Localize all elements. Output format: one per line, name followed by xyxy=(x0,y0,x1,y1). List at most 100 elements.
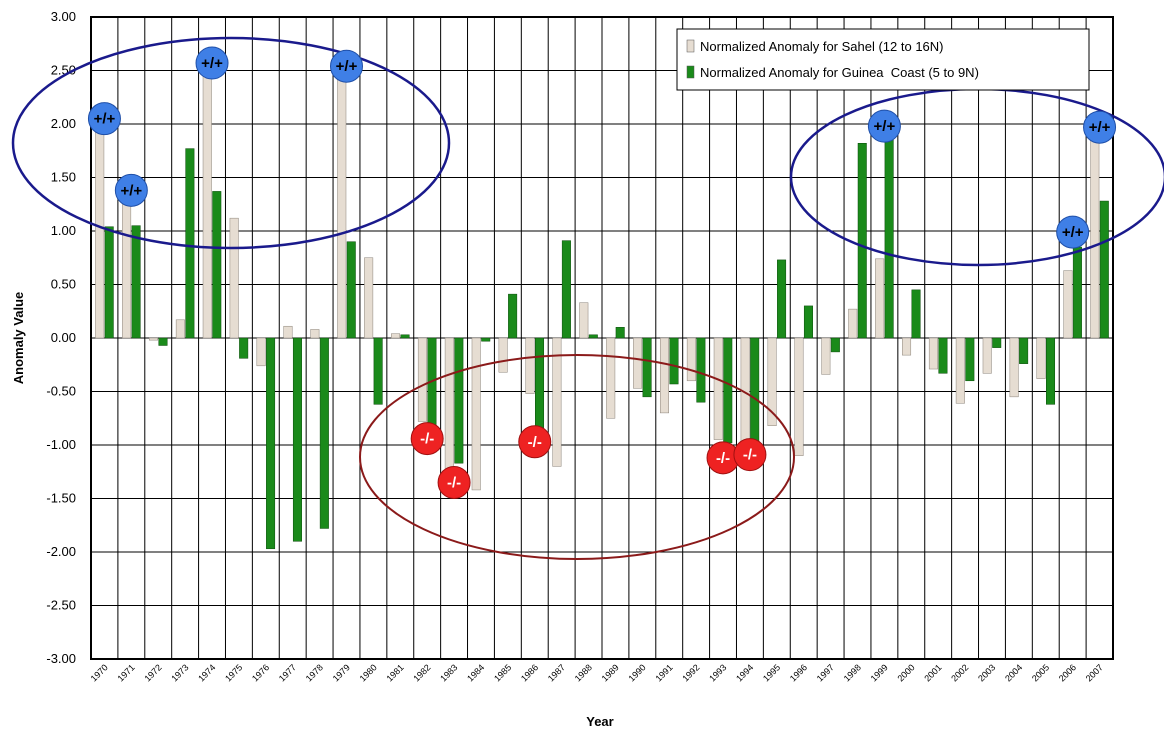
badge-positive-circle xyxy=(1083,110,1117,144)
bar-guinea xyxy=(212,191,222,339)
x-tick-label: 1991 xyxy=(653,662,674,683)
bar-sahel xyxy=(928,337,938,370)
badge-positive-label: +/+ xyxy=(336,58,358,75)
bar-guinea xyxy=(777,259,787,339)
y-tick-label: -2.50 xyxy=(46,598,76,613)
bar-guinea xyxy=(319,337,329,529)
legend-swatch-guinea xyxy=(686,65,695,79)
bar-guinea xyxy=(481,337,491,342)
x-tick-label: 1975 xyxy=(223,662,244,683)
bar-guinea xyxy=(1099,200,1109,339)
bar-sahel xyxy=(875,258,885,339)
x-tick-label: 2002 xyxy=(949,662,970,683)
x-tick-label: 1973 xyxy=(169,662,190,683)
badge-positive: +/+ xyxy=(867,109,901,143)
bar-sahel xyxy=(95,123,105,339)
badges: +/+ +/+ +/+ +/+ +/+ +/+ +/+ -/- -/- -/- -/- -/- xyxy=(87,46,1117,499)
badge-negative-label: -/- xyxy=(528,434,542,451)
badge-positive: +/+ xyxy=(195,46,229,80)
bar-guinea xyxy=(185,148,195,339)
x-tick-label: 1970 xyxy=(89,662,110,683)
bar-sahel xyxy=(955,337,965,404)
bar-guinea xyxy=(669,337,679,385)
y-tick-label: 0.50 xyxy=(51,277,76,292)
bar-guinea xyxy=(454,337,464,464)
bar-sahel xyxy=(552,337,562,467)
y-tick-label: -1.00 xyxy=(46,437,76,452)
bar-sahel xyxy=(1036,337,1046,379)
bar-sahel xyxy=(794,337,804,456)
bar-guinea xyxy=(346,241,356,339)
bar-sahel xyxy=(848,308,858,339)
x-tick-label: 1988 xyxy=(573,662,594,683)
x-tick-label: 2000 xyxy=(895,662,916,683)
x-tick-label: 1979 xyxy=(331,662,352,683)
bar-guinea xyxy=(750,337,760,443)
x-tick-label: 2005 xyxy=(1030,662,1051,683)
ellipse-positive-early xyxy=(11,36,451,250)
bar-sahel xyxy=(1063,270,1073,339)
x-tick-label: 1974 xyxy=(196,662,217,683)
x-tick-label: 1981 xyxy=(384,662,405,683)
x-tick-label: 1983 xyxy=(438,662,459,683)
bar-guinea xyxy=(911,289,921,339)
bar-guinea xyxy=(1072,246,1082,339)
badge-negative: -/- xyxy=(410,422,444,456)
x-tick-label: 1986 xyxy=(519,662,540,683)
bar-guinea xyxy=(158,337,168,346)
y-tick-label: -1.50 xyxy=(46,491,76,506)
bar-guinea xyxy=(884,129,894,339)
badge-negative-circle xyxy=(437,465,471,499)
x-tick-label: 1987 xyxy=(546,662,567,683)
bar-sahel xyxy=(122,193,132,339)
bar-sahel xyxy=(337,68,347,339)
badge-positive-circle xyxy=(87,102,121,136)
bar-guinea xyxy=(292,337,302,542)
badge-positive-circle xyxy=(114,173,148,207)
y-tick-label: 1.00 xyxy=(51,223,76,238)
badge-negative-label: -/- xyxy=(447,474,461,491)
badge-positive-label: +/+ xyxy=(120,182,142,199)
bar-sahel xyxy=(391,333,401,339)
bar-sahel xyxy=(713,337,723,440)
badge-positive-circle xyxy=(195,46,229,80)
x-tick-label: 2007 xyxy=(1084,662,1105,683)
bar-guinea xyxy=(615,327,625,339)
badge-negative-label: -/- xyxy=(743,447,757,464)
legend-box xyxy=(676,28,1090,91)
bar-sahel xyxy=(364,257,374,339)
bar-guinea xyxy=(104,226,114,339)
bar-guinea xyxy=(965,337,975,382)
x-tick-labels: 1970 1971 1972 1973 1974 1975 1976 1977 1978 1979… xyxy=(89,662,1105,683)
x-tick-label: 1992 xyxy=(680,662,701,683)
bar-guinea xyxy=(857,143,867,339)
badge-negative-label: -/- xyxy=(420,431,434,448)
x-tick-label: 1993 xyxy=(707,662,728,683)
bar-guinea xyxy=(239,337,249,359)
x-tick-label: 1971 xyxy=(116,662,137,683)
y-tick-label: -2.00 xyxy=(46,544,76,559)
bar-guinea xyxy=(508,293,518,339)
x-tick-label: 1980 xyxy=(358,662,379,683)
x-tick-label: 1972 xyxy=(142,662,163,683)
bar-sahel xyxy=(417,337,427,422)
bar-sahel xyxy=(659,337,669,414)
bar-sahel xyxy=(1009,337,1019,398)
bar-sahel xyxy=(175,319,185,339)
bar-sahel xyxy=(767,337,777,426)
bar-sahel xyxy=(148,337,158,341)
badge-positive-label: +/+ xyxy=(1089,119,1111,136)
legend-swatch-sahel xyxy=(686,39,695,53)
legend-label-guinea: Normalized Anomaly for Guinea Coast (5 t… xyxy=(700,65,979,80)
bar-sahel xyxy=(444,337,454,472)
x-tick-label: 1985 xyxy=(492,662,513,683)
y-tick-label: 2.00 xyxy=(51,116,76,131)
ellipse-negative xyxy=(359,354,795,560)
badge-positive-label: +/+ xyxy=(94,111,116,128)
bar-guinea xyxy=(588,334,598,339)
x-tick-label: 1989 xyxy=(600,662,621,683)
badge-positive-label: +/+ xyxy=(201,55,223,72)
x-tick-label: 1999 xyxy=(869,662,890,683)
x-tick-label: 1976 xyxy=(250,662,271,683)
legend-label-sahel: Normalized Anomaly for Sahel (12 to 16N) xyxy=(700,39,944,54)
